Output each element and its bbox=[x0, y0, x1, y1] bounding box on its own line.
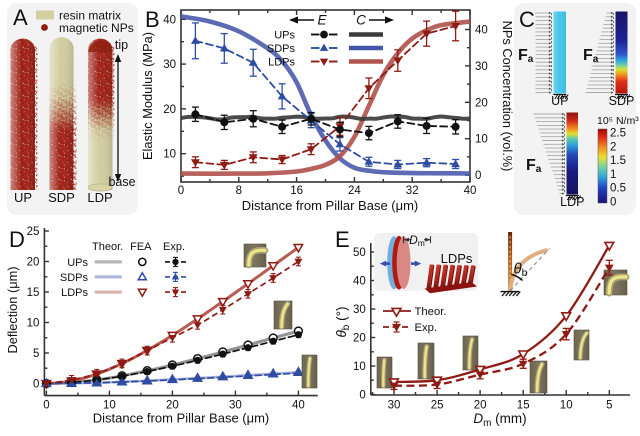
svg-text:Distance from Pillar Base (μm): Distance from Pillar Base (μm) bbox=[242, 198, 419, 213]
svg-text:20: 20 bbox=[163, 104, 176, 116]
svg-text:UPs: UPs bbox=[274, 30, 295, 42]
svg-text:24: 24 bbox=[348, 185, 361, 197]
svg-text:θb: θb bbox=[514, 261, 528, 280]
svg-text:Deflection (μm): Deflection (μm) bbox=[5, 266, 20, 353]
svg-text:25: 25 bbox=[27, 226, 40, 238]
svg-text:SDP: SDP bbox=[609, 94, 635, 108]
svg-text:Dm (mm): Dm (mm) bbox=[473, 411, 526, 429]
svg-text:0: 0 bbox=[475, 170, 481, 182]
svg-text:50: 50 bbox=[353, 247, 366, 259]
svg-text:20: 20 bbox=[474, 400, 487, 412]
svg-text:θb (°): θb (°) bbox=[334, 306, 352, 337]
svg-text:2.5: 2.5 bbox=[610, 128, 626, 140]
svg-text:magnetic NPs: magnetic NPs bbox=[59, 21, 134, 35]
svg-text:25: 25 bbox=[431, 400, 444, 412]
svg-text:10⁵ N/m³: 10⁵ N/m³ bbox=[597, 115, 639, 127]
svg-text:base: base bbox=[108, 175, 135, 189]
svg-text:0: 0 bbox=[359, 390, 365, 402]
svg-text:Exp.: Exp. bbox=[163, 241, 185, 253]
svg-text:30: 30 bbox=[353, 304, 366, 316]
svg-text:0: 0 bbox=[43, 400, 49, 412]
svg-text:LDP: LDP bbox=[87, 190, 112, 205]
svg-text:LDPs: LDPs bbox=[61, 287, 88, 299]
svg-text:5: 5 bbox=[606, 400, 612, 412]
svg-text:2: 2 bbox=[610, 141, 616, 153]
svg-text:0: 0 bbox=[33, 379, 39, 391]
svg-text:30: 30 bbox=[388, 400, 401, 412]
svg-text:NPs Concentration (vol.%): NPs Concentration (vol.%) bbox=[500, 21, 515, 172]
svg-text:10: 10 bbox=[103, 400, 116, 412]
svg-text:5: 5 bbox=[33, 348, 39, 360]
svg-text:20: 20 bbox=[353, 333, 366, 345]
svg-text:30: 30 bbox=[229, 400, 242, 412]
svg-text:Distance from Pillar Base (μm): Distance from Pillar Base (μm) bbox=[93, 411, 270, 426]
svg-text:Dm: Dm bbox=[409, 233, 425, 248]
svg-text:30: 30 bbox=[163, 59, 176, 71]
svg-text:LDPs: LDPs bbox=[441, 251, 473, 266]
svg-text:20: 20 bbox=[27, 257, 40, 269]
svg-text:SDPs: SDPs bbox=[60, 272, 89, 284]
svg-text:E: E bbox=[317, 13, 327, 28]
svg-text:40: 40 bbox=[464, 185, 477, 197]
svg-text:E: E bbox=[335, 227, 350, 252]
svg-text:10: 10 bbox=[27, 318, 40, 330]
svg-text:UP: UP bbox=[551, 94, 568, 108]
svg-text:Elastic Modulus (MPa): Elastic Modulus (MPa) bbox=[140, 32, 155, 160]
svg-text:Fa: Fa bbox=[518, 47, 534, 65]
svg-text:1: 1 bbox=[610, 169, 616, 181]
svg-text:10: 10 bbox=[353, 361, 366, 373]
svg-text:UP: UP bbox=[14, 190, 32, 205]
svg-text:40: 40 bbox=[292, 400, 305, 412]
svg-text:C: C bbox=[519, 7, 535, 32]
svg-text:0.5: 0.5 bbox=[610, 183, 626, 195]
svg-text:10: 10 bbox=[163, 149, 176, 161]
svg-text:15: 15 bbox=[517, 400, 530, 412]
svg-text:10: 10 bbox=[560, 400, 573, 412]
svg-text:32: 32 bbox=[406, 185, 419, 197]
svg-text:8: 8 bbox=[236, 185, 242, 197]
svg-text:1.5: 1.5 bbox=[610, 155, 626, 167]
svg-text:LDPs: LDPs bbox=[268, 57, 295, 69]
svg-text:Theor.: Theor. bbox=[415, 306, 447, 318]
svg-text:40: 40 bbox=[475, 25, 488, 37]
svg-text:Fa: Fa bbox=[526, 157, 542, 175]
svg-text:10: 10 bbox=[475, 134, 488, 146]
svg-text:UPs: UPs bbox=[67, 257, 88, 269]
svg-text:tip: tip bbox=[115, 38, 128, 52]
svg-text:Exp.: Exp. bbox=[415, 322, 438, 334]
svg-text:B: B bbox=[145, 7, 160, 32]
svg-text:30: 30 bbox=[475, 61, 488, 73]
svg-text:FEA: FEA bbox=[130, 241, 152, 253]
svg-text:Theor.: Theor. bbox=[92, 241, 123, 253]
svg-text:40: 40 bbox=[353, 276, 366, 288]
svg-text:0: 0 bbox=[610, 196, 616, 208]
svg-text:20: 20 bbox=[475, 97, 488, 109]
svg-text:D: D bbox=[9, 227, 25, 252]
svg-text:SDPs: SDPs bbox=[267, 43, 296, 55]
svg-text:16: 16 bbox=[290, 185, 303, 197]
svg-text:SDP: SDP bbox=[48, 190, 75, 205]
svg-text:20: 20 bbox=[166, 400, 179, 412]
svg-text:LDP: LDP bbox=[560, 195, 584, 209]
svg-text:40: 40 bbox=[163, 14, 176, 26]
svg-text:resin matrix: resin matrix bbox=[59, 9, 121, 23]
svg-text:A: A bbox=[13, 5, 28, 30]
svg-text:C: C bbox=[356, 13, 366, 28]
svg-text:0: 0 bbox=[178, 185, 184, 197]
svg-text:15: 15 bbox=[27, 287, 40, 299]
svg-text:Fa: Fa bbox=[583, 47, 599, 65]
